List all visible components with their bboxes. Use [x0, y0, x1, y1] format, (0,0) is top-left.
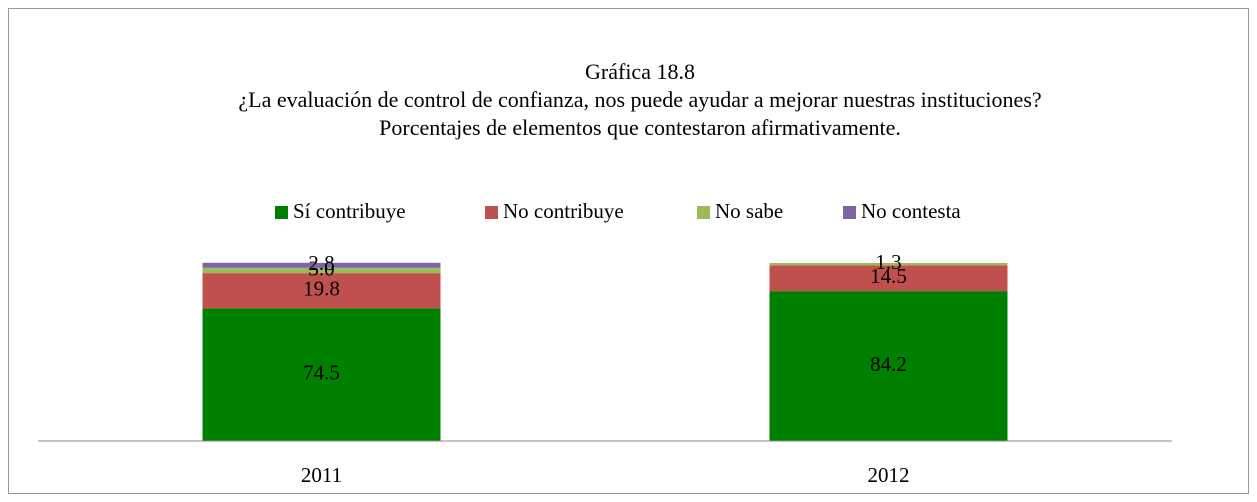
chart-title: Gráfica 18.8 — [585, 59, 695, 84]
bar-segment — [769, 291, 1008, 441]
data-label: 84.2 — [870, 352, 907, 376]
data-label: 74.5 — [303, 361, 340, 385]
legend-label: No sabe — [715, 199, 783, 223]
legend-swatch — [275, 206, 288, 219]
bar-segment — [202, 262, 441, 268]
legend-swatch — [485, 206, 498, 219]
titles: Gráfica 18.8 ¿La evaluación de control d… — [140, 58, 1140, 142]
legend-label: No contribuye — [503, 199, 624, 223]
data-label: 14.5 — [870, 264, 907, 288]
legend-label: No contesta — [861, 199, 961, 223]
legend-swatch — [843, 206, 856, 219]
bar-segment — [202, 308, 441, 441]
bar-segment — [769, 265, 1008, 292]
bar-segment — [202, 273, 441, 309]
chart-frame — [8, 8, 1249, 494]
x-tick-label: 2011 — [301, 463, 342, 487]
data-label: 1.3 — [875, 250, 901, 274]
x-tick-label: 2012 — [868, 463, 910, 487]
bar-segment — [769, 263, 1008, 266]
data-label: 2.8 — [308, 251, 334, 275]
legend-swatch — [697, 206, 710, 219]
bar-segment — [202, 267, 441, 274]
chart-subtitle: ¿La evaluación de control de confianza, … — [238, 87, 1042, 112]
legend-label: Sí contribuye — [293, 199, 406, 223]
data-label: 19.8 — [303, 277, 340, 301]
data-label: 3.0 — [308, 256, 334, 280]
chart-subtitle: Porcentajes de elementos que contestaron… — [379, 115, 901, 140]
